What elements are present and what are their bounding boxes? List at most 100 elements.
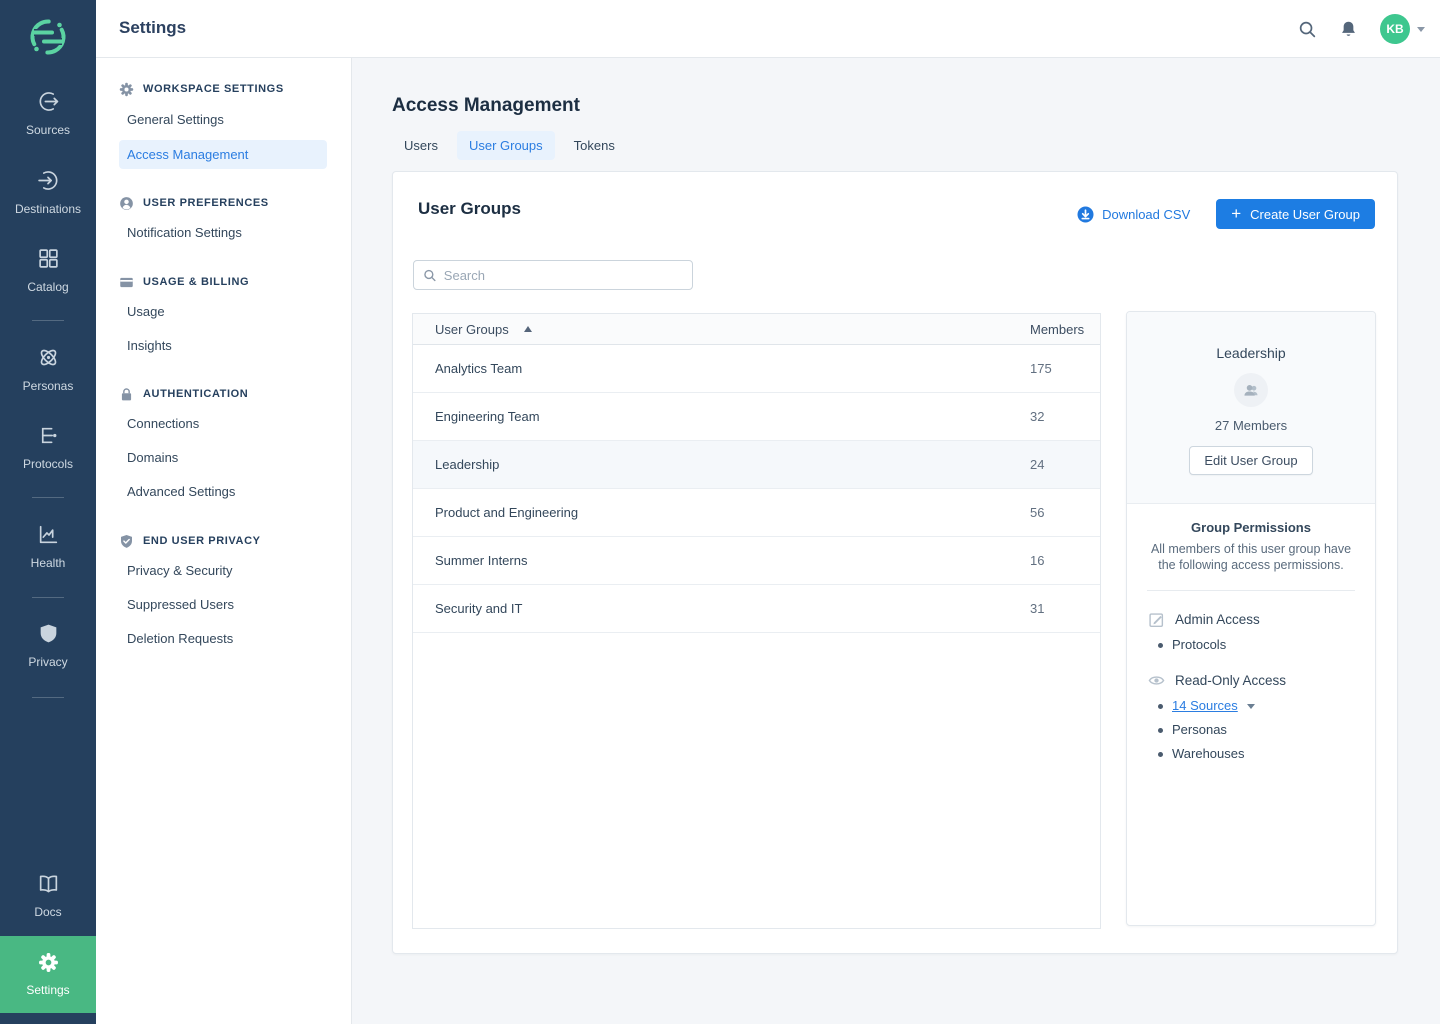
user-icon xyxy=(120,196,133,210)
sources-icon xyxy=(39,92,58,111)
sidebar-divider xyxy=(32,497,64,498)
nav-item-privacy-security[interactable]: Privacy & Security xyxy=(127,563,233,578)
divider xyxy=(1147,590,1355,591)
table-row-selected[interactable]: Leadership 24 xyxy=(413,441,1100,489)
nav-item-advanced-settings[interactable]: Advanced Settings xyxy=(127,484,236,499)
section-usage-billing: USAGE & BILLING xyxy=(119,272,249,292)
sidebar-item-privacy[interactable]: Privacy xyxy=(0,622,96,669)
search-icon[interactable] xyxy=(1298,20,1317,39)
chevron-down-icon[interactable] xyxy=(1246,704,1255,710)
search-field xyxy=(413,260,693,290)
shield-icon xyxy=(40,624,56,643)
health-icon xyxy=(39,525,57,544)
segment-logo-icon[interactable] xyxy=(25,14,71,65)
sidebar-item-label: Destinations xyxy=(14,202,82,216)
table-row[interactable]: Engineering Team 32 xyxy=(413,393,1100,441)
personas-icon xyxy=(40,349,56,366)
sidebar-item-catalog[interactable]: Catalog xyxy=(0,247,96,294)
sidebar-item-docs[interactable]: Docs xyxy=(0,872,96,919)
user-groups-table: User Groups Members Analytics Team 175 E… xyxy=(412,313,1101,929)
admin-access-row: Admin Access xyxy=(1148,611,1375,628)
nav-item-connections[interactable]: Connections xyxy=(127,416,200,431)
destinations-icon xyxy=(37,171,57,190)
sidebar-item-label: Docs xyxy=(34,905,62,919)
nav-item-suppressed-users[interactable]: Suppressed Users xyxy=(127,597,234,612)
sidebar-item-sources[interactable]: Sources xyxy=(0,90,96,137)
sidebar-item-health[interactable]: Health xyxy=(0,523,96,570)
table-row[interactable]: Product and Engineering 56 xyxy=(413,489,1100,537)
sidebar-divider xyxy=(32,320,64,321)
nav-item-deletion-requests[interactable]: Deletion Requests xyxy=(127,631,234,646)
chevron-down-icon xyxy=(1417,26,1425,32)
card-title: User Groups xyxy=(418,199,521,218)
sidebar-item-protocols[interactable]: Protocols xyxy=(0,424,96,471)
nav-item-domains[interactable]: Domains xyxy=(127,450,179,465)
sidebar-item-label: Health xyxy=(30,556,66,570)
member-count: 27 Members xyxy=(1214,418,1288,433)
avatar[interactable]: KB xyxy=(1380,14,1410,44)
eye-icon xyxy=(1148,676,1165,685)
sort-ascending-icon xyxy=(523,326,532,332)
readonly-access-row: Read-Only Access xyxy=(1148,672,1375,689)
section-title: Access Management xyxy=(392,95,580,116)
nav-item-usage[interactable]: Usage xyxy=(127,304,165,319)
lock-icon xyxy=(121,387,132,400)
edit-icon xyxy=(1149,613,1164,628)
section-workspace-settings: WORKSPACE SETTINGS xyxy=(119,79,284,99)
nav-item-insights[interactable]: Insights xyxy=(127,338,172,353)
plus-icon: + xyxy=(1231,203,1242,223)
download-csv-button[interactable]: Download CSV xyxy=(1077,206,1190,223)
app-sidebar: Sources Destinations Catalog Personas Pr… xyxy=(0,0,96,1024)
group-avatar xyxy=(1234,373,1268,407)
permission-item: Warehouses xyxy=(1158,746,1375,761)
sidebar-item-label: Sources xyxy=(25,123,71,137)
group-detail-panel: Leadership 27 Members Edit User Group Gr… xyxy=(1126,311,1376,926)
create-user-group-button[interactable]: + Create User Group xyxy=(1216,199,1375,229)
account-menu[interactable]: KB xyxy=(1380,14,1425,44)
tab-users[interactable]: Users xyxy=(404,138,438,153)
user-groups-card: User Groups Download CSV + Create User G… xyxy=(392,171,1398,954)
sidebar-item-label: Privacy xyxy=(28,655,68,669)
permission-item: Protocols xyxy=(1158,637,1375,652)
sources-link[interactable]: 14 Sources xyxy=(1172,698,1238,713)
sidebar-item-label: Catalog xyxy=(27,280,69,294)
sidebar-item-label: Personas xyxy=(22,379,74,393)
protocols-icon xyxy=(41,427,56,444)
sidebar-divider xyxy=(32,697,64,698)
people-icon xyxy=(1243,384,1257,396)
section-user-preferences: USER PREFERENCES xyxy=(119,193,269,213)
sidebar-divider xyxy=(32,597,64,598)
tab-tokens[interactable]: Tokens xyxy=(573,138,615,153)
nav-item-general-settings[interactable]: General Settings xyxy=(127,112,224,127)
table-row[interactable]: Security and IT 31 xyxy=(413,585,1100,633)
sidebar-item-personas[interactable]: Personas xyxy=(0,346,96,393)
permission-item-sources: 14 Sources xyxy=(1158,698,1375,713)
section-authentication: AUTHENTICATION xyxy=(119,384,248,404)
permission-item: Personas xyxy=(1158,722,1375,737)
nav-item-notification-settings[interactable]: Notification Settings xyxy=(127,225,242,240)
book-icon xyxy=(39,875,57,893)
table-row[interactable]: Summer Interns 16 xyxy=(413,537,1100,585)
sidebar-item-destinations[interactable]: Destinations xyxy=(0,169,96,216)
nav-item-access-management[interactable]: Access Management xyxy=(119,140,327,169)
sidebar-item-label: Protocols xyxy=(22,457,74,471)
permissions-title: Group Permissions xyxy=(1191,520,1311,535)
table-header: User Groups Members xyxy=(413,314,1100,345)
search-icon xyxy=(424,269,436,281)
column-header-user-groups[interactable]: User Groups xyxy=(413,322,1030,337)
sidebar-item-settings[interactable]: Settings xyxy=(0,936,96,1013)
table-row[interactable]: Analytics Team 175 xyxy=(413,345,1100,393)
catalog-icon xyxy=(38,249,58,268)
gear-icon xyxy=(38,953,58,972)
search-input[interactable] xyxy=(443,267,683,283)
top-header: Settings KB xyxy=(96,0,1440,58)
column-header-members[interactable]: Members xyxy=(1030,321,1085,337)
edit-user-group-button[interactable]: Edit User Group xyxy=(1189,446,1313,475)
tab-user-groups[interactable]: User Groups xyxy=(456,131,555,160)
group-detail-header: Leadership 27 Members Edit User Group xyxy=(1127,312,1375,504)
bell-icon[interactable] xyxy=(1339,20,1358,39)
settings-sidebar: WORKSPACE SETTINGS General Settings Acce… xyxy=(96,58,352,1024)
admin-access-list: Protocols xyxy=(1127,637,1375,652)
section-end-user-privacy: END USER PRIVACY xyxy=(119,531,261,551)
download-icon xyxy=(1077,206,1094,222)
